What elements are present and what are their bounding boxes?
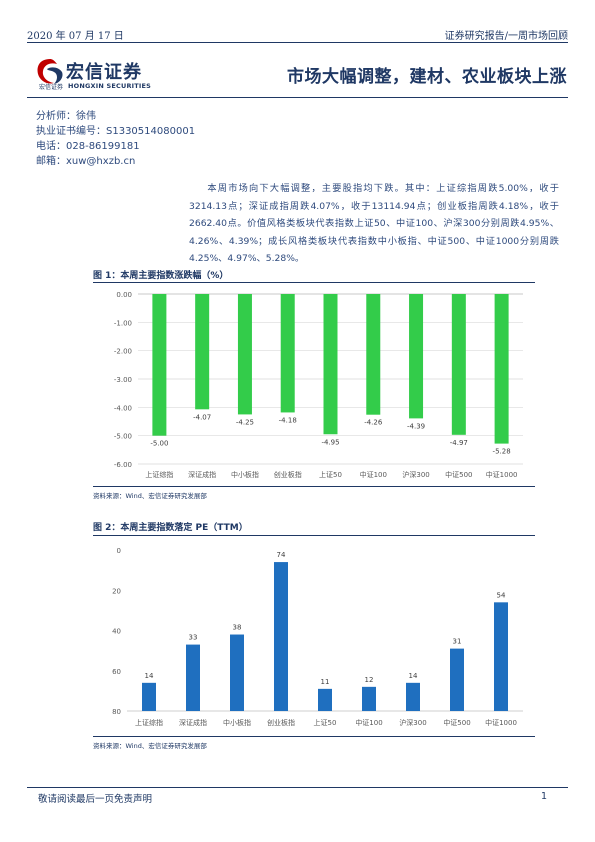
logo-english-name: HONGXIN SECURITIES [68,82,152,90]
logo-small-name: 宏信证券 [39,84,64,91]
footer-disclaimer[interactable]: 敬请阅读最后一页免责声明 [38,794,153,805]
y-tick-label: -5.00 [114,433,132,441]
category-label: 中证1000 [486,470,518,479]
category-label: 沪深300 [399,718,426,727]
category-label: 中小板指 [223,718,251,727]
bar [366,294,381,415]
category-label: 上证综指 [145,470,173,479]
category-label: 中证1000 [485,718,517,727]
figure1-source: 资料来源：Wind、宏信证券研究发展部 [93,492,207,500]
figure2-bottom-rule [93,736,535,737]
data-label: 11 [321,678,330,686]
data-label: 12 [365,676,374,684]
y-tick-label: 0.00 [116,291,132,299]
bar [237,294,252,415]
figure2-top-rule [93,535,535,536]
bar [451,294,466,435]
figure2-source: 资料来源：Wind、宏信证券研究发展部 [93,742,207,750]
bar [450,648,464,711]
bar [152,294,167,436]
header-divider [27,42,568,43]
category-label: 上证综指 [135,718,163,727]
bar [274,562,288,711]
y-tick-label: 20 [112,587,121,595]
data-label: -4.95 [321,438,339,446]
bar [323,294,338,435]
bar [230,634,244,711]
data-label: -5.28 [493,448,511,456]
y-tick-label: 60 [112,668,121,676]
category-label: 创业板指 [267,718,295,727]
y-tick-label: 0 [117,547,121,555]
bar [409,294,424,419]
bar [494,294,509,444]
summary-paragraph: 本周市场向下大幅调整，主要股指均下跌。其中：上证综指周跌5.00%，收于3214… [189,183,559,264]
data-label: 38 [233,624,242,632]
category-label: 上证50 [314,718,337,727]
title-divider [27,97,568,98]
figure1-bottom-rule [93,486,535,487]
bar [195,294,210,410]
analyst-email[interactable]: 邮箱：xuw@hxzb.cn [36,156,136,167]
data-label: -4.39 [407,422,425,430]
category-label: 深证成指 [179,718,207,727]
bar [142,682,156,711]
data-label: 31 [453,638,462,646]
bar [406,682,420,711]
logo-name: 宏信证券 [66,62,142,83]
bar [280,294,295,413]
data-label: -4.97 [450,439,468,447]
data-label: 14 [409,672,418,680]
category-label: 中证500 [445,470,472,479]
y-tick-label: -6.00 [114,461,132,469]
y-tick-label: -3.00 [114,376,132,384]
data-label: 33 [189,634,198,642]
y-tick-label: 80 [112,708,121,716]
bar [318,688,332,711]
category-label: 中证100 [360,470,387,479]
figure1-title: 图 1：本周主要指数涨跌幅（%） [93,271,229,281]
data-label: 14 [145,672,154,680]
analyst-name: 分析师：徐伟 [36,111,96,122]
figure1-top-rule [93,282,535,283]
category-label: 创业板指 [274,470,302,479]
y-tick-label: -4.00 [114,404,132,412]
category-label: 中证500 [443,718,470,727]
report-section: 证券研究报告/一周市场回顾 [444,31,568,42]
data-label: 54 [497,591,506,599]
figure1-bar-chart: 0.00 -1.00 -2.00 -3.00 -4.00 -5.00 -6.00 -5.00 上… [114,291,523,479]
page-number: 1 [541,791,548,802]
data-label: -4.07 [193,413,211,421]
category-label: 深证成指 [188,470,216,479]
y-tick-label: 40 [112,628,121,636]
data-label: 74 [277,551,286,559]
figure2-title: 图 2：本周主要指数落定 PE（TTM） [93,523,248,533]
hongxin-logo-icon [37,59,63,84]
analyst-license: 执业证书编号：S1330514080001 [36,126,196,137]
data-label: -4.18 [279,416,297,424]
bar [494,602,508,711]
category-label: 沪深300 [402,470,429,479]
bar [362,686,376,711]
y-tick-label: -2.00 [114,348,132,356]
category-label: 上证50 [319,470,342,479]
y-tick-label: -1.00 [114,319,132,327]
footer-divider [27,787,568,788]
analyst-phone: 电话：028-86199181 [36,141,140,152]
report-date: 2020 年 07 月 17 日 [27,31,124,42]
data-label: -4.25 [236,418,254,426]
figure2-bar-chart: 0 20 40 60 80 14 上证综指 33 深证成指 38 中小板指 74 创业板指 11 上证50 1… [112,547,523,727]
report-title: 市场大幅调整，建材、农业板块上涨 [287,67,567,87]
data-label: -4.26 [364,419,383,427]
bar [186,644,200,711]
data-label: -5.00 [150,440,168,448]
category-label: 中证100 [355,718,382,727]
category-label: 中小板指 [231,470,259,479]
